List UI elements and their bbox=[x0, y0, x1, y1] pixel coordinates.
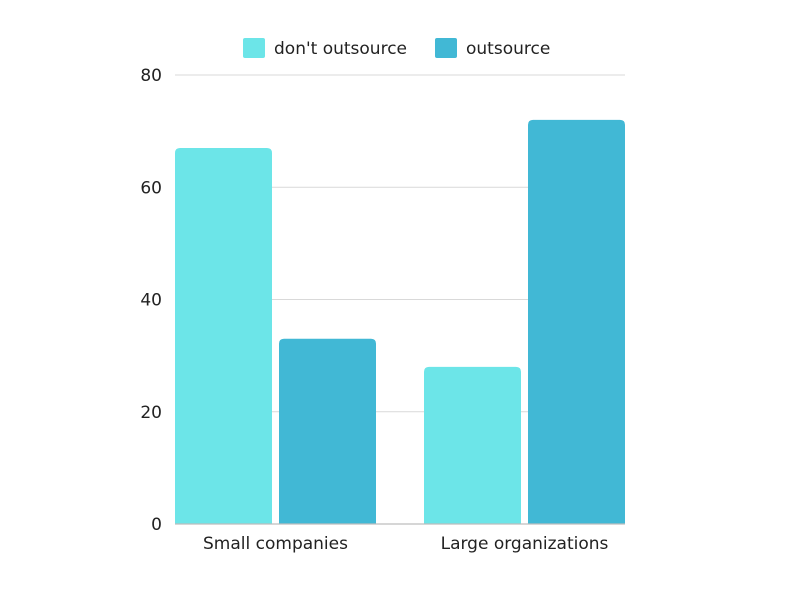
bars bbox=[175, 119, 625, 525]
legend-item-outsource: outsource bbox=[435, 38, 550, 59]
axes: 0 20 40 60 80 Small companies Large organizati… bbox=[140, 66, 625, 554]
legend: don't outsource outsource bbox=[243, 38, 550, 59]
bar-large-organizations-don-t-outsource bbox=[424, 366, 521, 524]
legend-swatch bbox=[435, 38, 457, 58]
y-tick-label: 20 bbox=[140, 403, 162, 423]
bar-small-companies-outsource bbox=[279, 338, 376, 524]
legend-label: outsource bbox=[466, 39, 550, 59]
x-category-label: Large organizations bbox=[441, 534, 609, 554]
y-tick-label: 80 bbox=[140, 66, 162, 86]
y-tick-label: 60 bbox=[140, 178, 162, 198]
legend-item-don-t-outsource: don't outsource bbox=[243, 38, 407, 59]
y-tick-label: 0 bbox=[151, 515, 162, 535]
legend-label: don't outsource bbox=[274, 39, 407, 59]
y-tick-label: 40 bbox=[140, 291, 162, 311]
bar-large-organizations-outsource bbox=[528, 119, 625, 525]
x-category-label: Small companies bbox=[203, 534, 348, 554]
bar-small-companies-don-t-outsource bbox=[175, 147, 272, 524]
legend-swatch bbox=[243, 38, 265, 58]
